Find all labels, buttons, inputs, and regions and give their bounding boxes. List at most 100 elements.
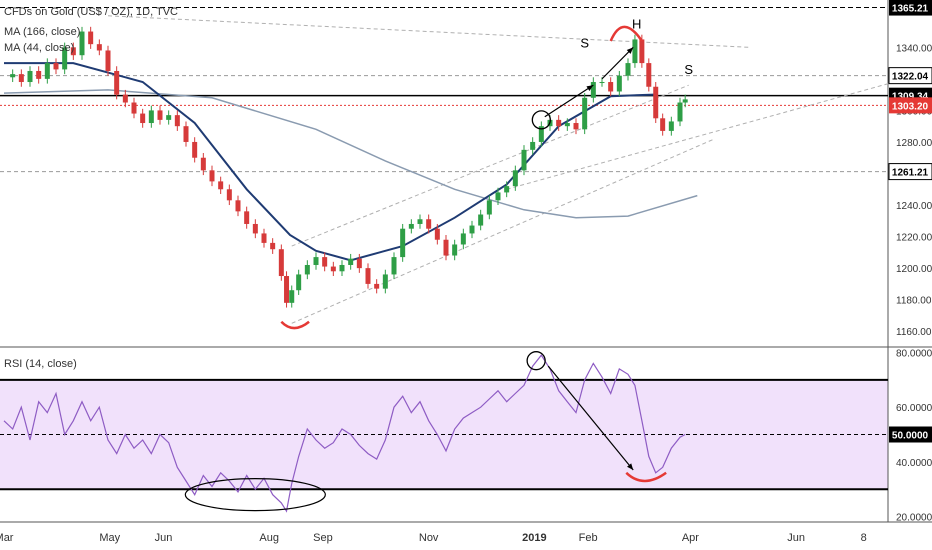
ma-line-0 xyxy=(3,89,698,219)
arrow-to-h xyxy=(601,46,634,80)
candle-body xyxy=(166,115,172,120)
candle-body xyxy=(538,126,544,142)
candle-body xyxy=(504,186,510,193)
candle-body xyxy=(218,181,224,190)
candle-body xyxy=(18,74,24,83)
ma-line-1 xyxy=(4,62,655,262)
price-label-box xyxy=(888,163,932,181)
candle-body xyxy=(209,170,215,182)
chart-title: CFDs on Gold (US$ / OZ), 1D, TVC xyxy=(4,6,179,18)
candle-body xyxy=(270,242,276,250)
candle-body xyxy=(660,118,666,131)
price-tick-label: 1180.00 xyxy=(896,296,932,307)
candle-body xyxy=(244,211,250,224)
price-tick-label: 1240.00 xyxy=(896,201,932,212)
rsi-pane xyxy=(0,354,888,513)
candle-body xyxy=(183,126,189,142)
candle-body xyxy=(417,219,423,224)
candle-body xyxy=(304,264,310,275)
price-tick-label: 1200.00 xyxy=(896,264,932,275)
rsi-tick-label: 60.0000 xyxy=(896,403,932,414)
month-label: Feb xyxy=(579,532,598,544)
candle-body xyxy=(192,141,198,158)
price-pane xyxy=(0,7,923,324)
candle-body xyxy=(426,219,432,229)
candle-body xyxy=(174,115,180,127)
candle-body xyxy=(460,233,466,245)
candle-body xyxy=(289,290,295,303)
candle-body xyxy=(632,39,638,64)
candle-body xyxy=(70,47,76,56)
candle-body xyxy=(27,70,33,83)
price-label-box xyxy=(889,0,932,16)
month-label: Sep xyxy=(313,532,333,544)
price-label-text: 1322.04 xyxy=(892,72,929,83)
candle-body xyxy=(556,119,562,127)
candle-body xyxy=(400,228,406,258)
arrow-to-s xyxy=(544,84,594,118)
ma166-legend: MA (166, close) xyxy=(4,26,81,38)
price-tick-label: 1340.00 xyxy=(896,43,932,54)
month-label: 8 xyxy=(861,532,867,544)
candle-body xyxy=(530,141,536,150)
candle-body xyxy=(682,99,688,103)
candle-body xyxy=(96,44,102,51)
month-label: May xyxy=(99,532,120,544)
head-arc xyxy=(609,25,643,42)
rsi-divergence-arrow xyxy=(547,365,634,471)
candle-body xyxy=(382,274,388,289)
candle-body xyxy=(235,200,241,212)
price-tick-label: 1160.00 xyxy=(896,327,932,338)
rsi-tick-label: 40.0000 xyxy=(896,458,932,469)
price-label-text: 1261.21 xyxy=(892,168,929,179)
candle-body xyxy=(322,257,328,267)
candle-body xyxy=(122,94,128,103)
candle-body xyxy=(443,239,449,256)
month-label: Apr xyxy=(682,532,699,544)
candle-body xyxy=(296,274,302,291)
annotations: S H S xyxy=(184,16,693,512)
rsi-low-arc xyxy=(625,471,667,483)
candle-body xyxy=(339,264,345,272)
candle-body xyxy=(36,70,42,79)
candle-body xyxy=(478,214,484,226)
candle-body xyxy=(486,200,492,215)
month-label: Mar xyxy=(0,532,14,544)
candle-body xyxy=(88,31,94,45)
price-label-box xyxy=(889,97,932,114)
trend-line-0 xyxy=(291,84,689,247)
pattern-label-H: H xyxy=(632,16,641,31)
candle-body xyxy=(148,110,154,124)
candle-body xyxy=(365,268,371,284)
candle-body xyxy=(521,149,527,171)
candle-body xyxy=(677,102,683,122)
candle-body xyxy=(261,233,267,243)
candle-body xyxy=(330,266,336,272)
candle-body xyxy=(140,113,146,124)
candle-body xyxy=(348,258,354,265)
month-label: Aug xyxy=(259,532,279,544)
candle-body xyxy=(200,157,206,171)
candle-body xyxy=(495,192,501,201)
month-label: 2019 xyxy=(522,532,546,544)
price-tick-label: 1220.00 xyxy=(896,233,932,244)
rsi-label-text: 50.0000 xyxy=(892,431,929,442)
candle-body xyxy=(79,31,85,56)
candle-body xyxy=(646,63,652,87)
bottom-arc xyxy=(280,320,310,330)
arrow-to-h-head xyxy=(626,47,634,54)
price-label-text: 1309.34 xyxy=(892,92,929,103)
candle-body xyxy=(53,63,59,70)
trend-line-2 xyxy=(506,73,923,190)
candle-body xyxy=(10,74,16,78)
candle-body xyxy=(625,63,631,76)
candle-body xyxy=(114,70,120,95)
candle-body xyxy=(452,244,458,256)
pattern-label-S: S xyxy=(684,62,693,77)
breakout-circle xyxy=(531,110,551,130)
candle-body xyxy=(284,276,290,303)
candle-body xyxy=(408,223,414,229)
candle-body xyxy=(564,123,570,127)
